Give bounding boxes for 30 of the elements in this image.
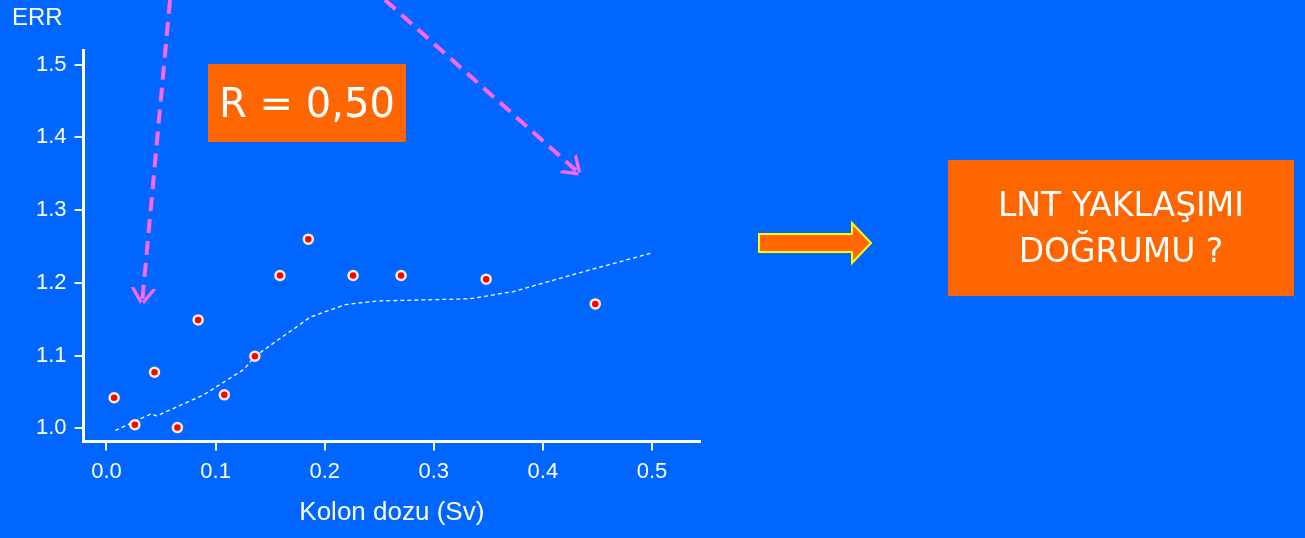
y-tick-label: 1.3 bbox=[35, 196, 67, 222]
line-series bbox=[114, 252, 653, 432]
x-tick-label: 0.3 bbox=[418, 457, 450, 483]
y-tick-label: 1.0 bbox=[35, 414, 67, 440]
point bbox=[302, 233, 315, 245]
point bbox=[347, 269, 359, 282]
x-tick-label: 0.5 bbox=[636, 457, 668, 483]
point bbox=[480, 273, 492, 285]
point bbox=[129, 418, 141, 431]
y-tick-label: 1.5 bbox=[35, 50, 67, 76]
y-tick-label: 1.2 bbox=[35, 268, 67, 294]
point bbox=[218, 389, 231, 401]
y-tick-label: 1.4 bbox=[35, 123, 67, 149]
text: LNT YAKLAŞIMI DOĞRUMU ? bbox=[948, 160, 1294, 296]
point bbox=[148, 366, 161, 379]
point bbox=[192, 314, 204, 326]
x-axis-title: Kolon dozu (Sv) bbox=[299, 495, 485, 526]
y-tick-label: 1.1 bbox=[35, 341, 67, 367]
point bbox=[108, 392, 120, 404]
point bbox=[274, 269, 286, 282]
point bbox=[171, 421, 184, 434]
x-tick-label: 0.2 bbox=[309, 457, 340, 483]
x-tick-label: 0.0 bbox=[91, 457, 122, 483]
point bbox=[395, 269, 407, 282]
point bbox=[589, 298, 602, 310]
point bbox=[249, 350, 261, 363]
x-tick-label: 0.4 bbox=[527, 457, 559, 483]
y-axis-title: ERR bbox=[12, 2, 63, 30]
x-tick-label: 0.1 bbox=[200, 457, 231, 483]
annotation: R = 0,50 bbox=[208, 64, 406, 142]
